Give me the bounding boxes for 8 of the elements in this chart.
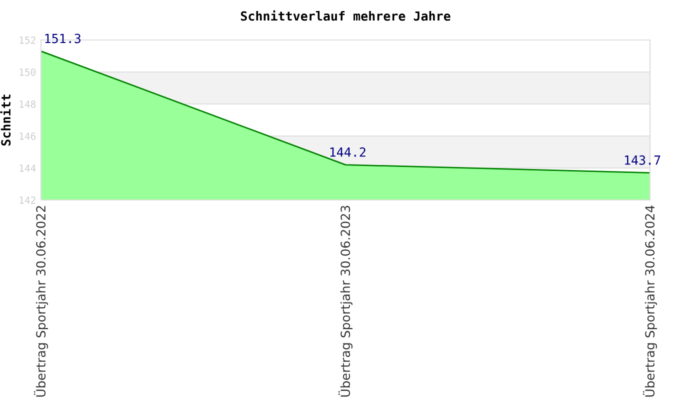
x-tick-label: Übertrag Sportjahr 30.06.2023 — [338, 206, 352, 397]
data-label: 144.2 — [330, 147, 366, 157]
y-axis-title: Schnitt — [0, 94, 11, 146]
data-label: 143.7 — [624, 155, 660, 165]
x-tick-label: Übertrag Sportjahr 30.06.2022 — [34, 206, 48, 397]
x-tick-label: Übertrag Sportjahr 30.06.2024 — [643, 206, 657, 397]
data-label: 151.3 — [45, 34, 80, 44]
chart-title: Schnittverlauf mehrere Jahre — [240, 10, 450, 21]
